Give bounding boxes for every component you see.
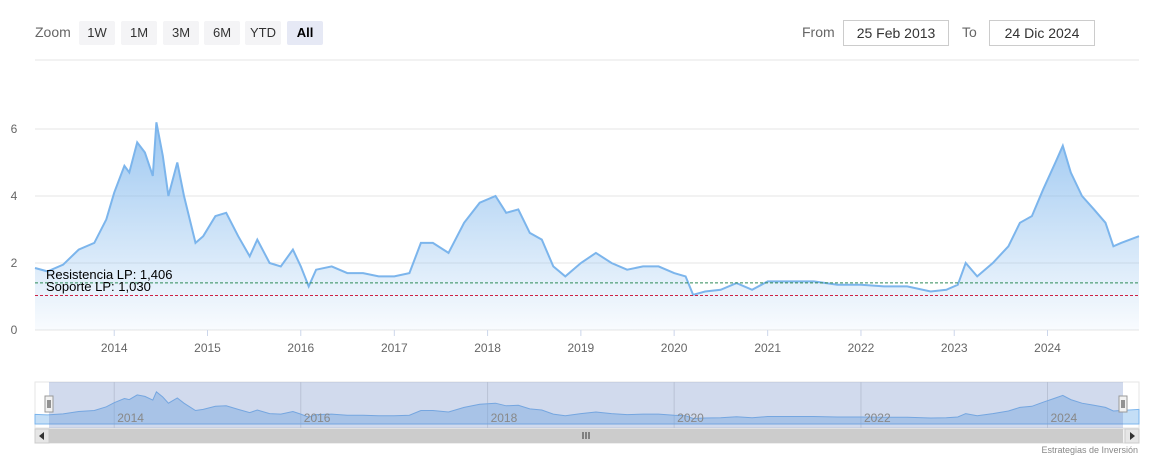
navigator-tick-label: 2018 [491, 411, 518, 425]
x-tick-label: 2019 [568, 341, 595, 355]
navigator-tick-label: 2016 [304, 411, 331, 425]
x-axis-ticks: 2014 2015 2016 2017 2018 2019 2020 2021 2022 2023… [101, 330, 1061, 355]
x-tick-label: 2021 [754, 341, 781, 355]
y-axis-ticks: 0 2 4 6 [11, 122, 18, 337]
x-tick-label: 2023 [941, 341, 968, 355]
x-tick-label: 2022 [848, 341, 875, 355]
credits-label: Estrategias de Inversión [1041, 445, 1138, 455]
x-tick-label: 2016 [287, 341, 314, 355]
series-area [35, 122, 1139, 330]
x-tick-label: 2018 [474, 341, 501, 355]
zoom-all-button[interactable]: All [287, 21, 323, 45]
navigator-selection[interactable] [49, 382, 1123, 428]
support-label: Soporte LP: 1,030 [46, 279, 151, 294]
navigator-background [34, 381, 1140, 429]
resistance-label: Resistencia LP: 1,406 [46, 267, 172, 282]
navigator-right-handle[interactable] [1118, 395, 1128, 413]
arrow-right-icon [1130, 432, 1135, 440]
navigator-ticks: 2014 2016 2018 2020 2022 2024 [117, 411, 1077, 425]
zoom-ytd-button[interactable]: YTD [245, 21, 281, 45]
x-tick-label: 2015 [194, 341, 221, 355]
zoom-1m-button[interactable]: 1M [121, 21, 157, 45]
series-line [34, 122, 1140, 296]
y-tick-label: 0 [11, 323, 18, 337]
zoom-3m-button[interactable]: 3M [163, 21, 199, 45]
zoom-1w-button[interactable]: 1W [79, 21, 115, 45]
zoom-label: Zoom [35, 24, 71, 40]
from-date-input[interactable]: 25 Feb 2013 [843, 20, 949, 46]
zoom-6m-button[interactable]: 6M [204, 21, 240, 45]
arrow-left-icon [39, 432, 44, 440]
y-tick-label: 4 [11, 189, 18, 203]
navigator-tick-label: 2022 [864, 411, 891, 425]
navigator-grid [113, 382, 1049, 428]
y-tick-label: 2 [11, 256, 18, 270]
from-label: From [802, 24, 835, 40]
navigator-left-handle[interactable] [44, 395, 54, 413]
scrollbar-grip-icon [582, 432, 590, 439]
x-tick-label: 2020 [661, 341, 688, 355]
navigator-tick-label: 2020 [677, 411, 704, 425]
x-tick-label: 2014 [101, 341, 128, 355]
x-tick-label: 2017 [381, 341, 408, 355]
to-label: To [962, 24, 977, 40]
to-date-input[interactable]: 24 Dic 2024 [989, 20, 1095, 46]
navigator-tick-label: 2014 [117, 411, 144, 425]
y-tick-label: 6 [11, 122, 18, 136]
x-tick-label: 2024 [1034, 341, 1061, 355]
navigator-series [34, 390, 1140, 425]
navigator-tick-label: 2024 [1051, 411, 1078, 425]
